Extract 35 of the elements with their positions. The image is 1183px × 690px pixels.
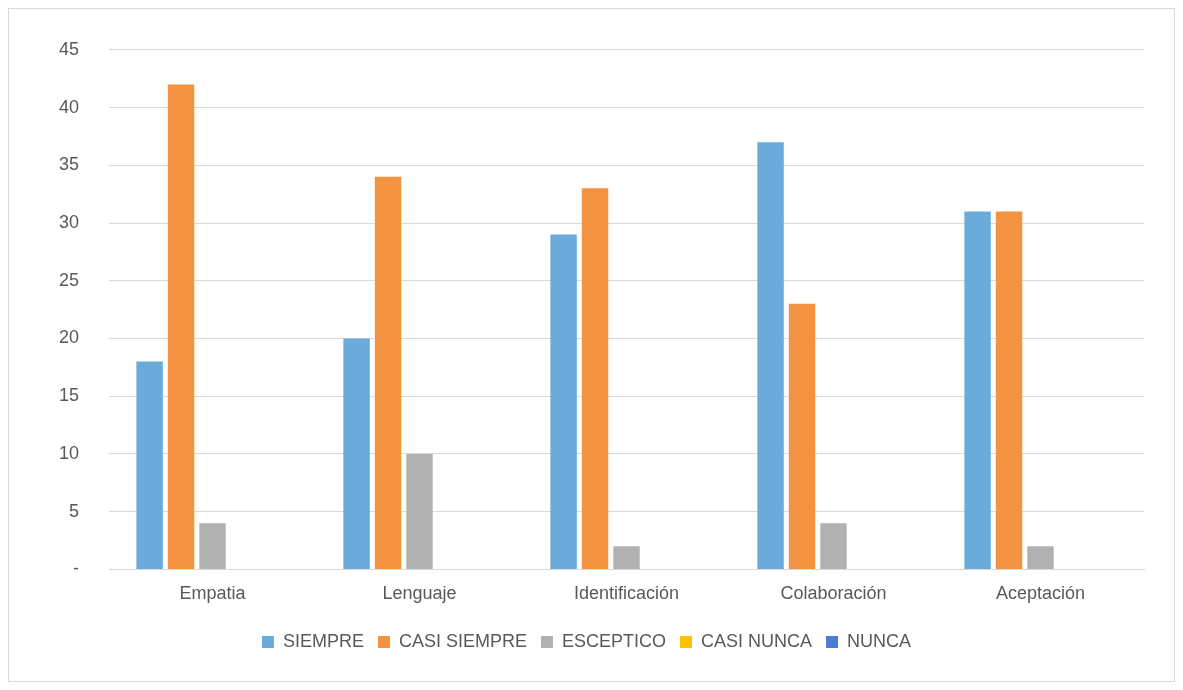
y-tick-label: 15 [58,385,80,406]
legend-label: CASI SIEMPRE [398,630,528,651]
bar [995,211,1023,569]
x-tick-label: Empatia [179,583,247,604]
bar [136,361,163,569]
legend-label: NUNCA [847,630,912,651]
bar [167,84,195,569]
bar [964,211,991,569]
y-tick-label: 10 [58,442,80,463]
y-tick-label: 40 [58,96,80,117]
bar [374,176,402,569]
legend-label: SIEMPRE [282,630,364,651]
bar [613,546,640,569]
bar [757,142,784,569]
y-tick-label: 20 [58,327,80,348]
bar [199,523,226,569]
y-tick-label: 45 [58,38,80,59]
bar [820,523,847,569]
y-tick-label: 25 [58,269,80,290]
bar [1027,546,1054,569]
y-tick-label: 35 [58,154,80,175]
bar [788,303,816,569]
bar [550,234,577,569]
bar [343,338,370,569]
y-tick-label: 5 [69,500,80,521]
x-tick-label: Lenguaje [382,583,457,604]
legend-label: CASI NUNCA [701,630,813,651]
y-tick-label: - [73,558,80,579]
x-tick-label: Colaboración [780,583,887,604]
x-tick-label: Identificación [573,583,680,604]
y-tick-label: 30 [58,211,80,232]
bar [406,453,433,569]
legend-label: ESCEPTICO [562,630,667,651]
x-tick-label: Aceptación [995,583,1086,604]
bar [581,188,609,569]
